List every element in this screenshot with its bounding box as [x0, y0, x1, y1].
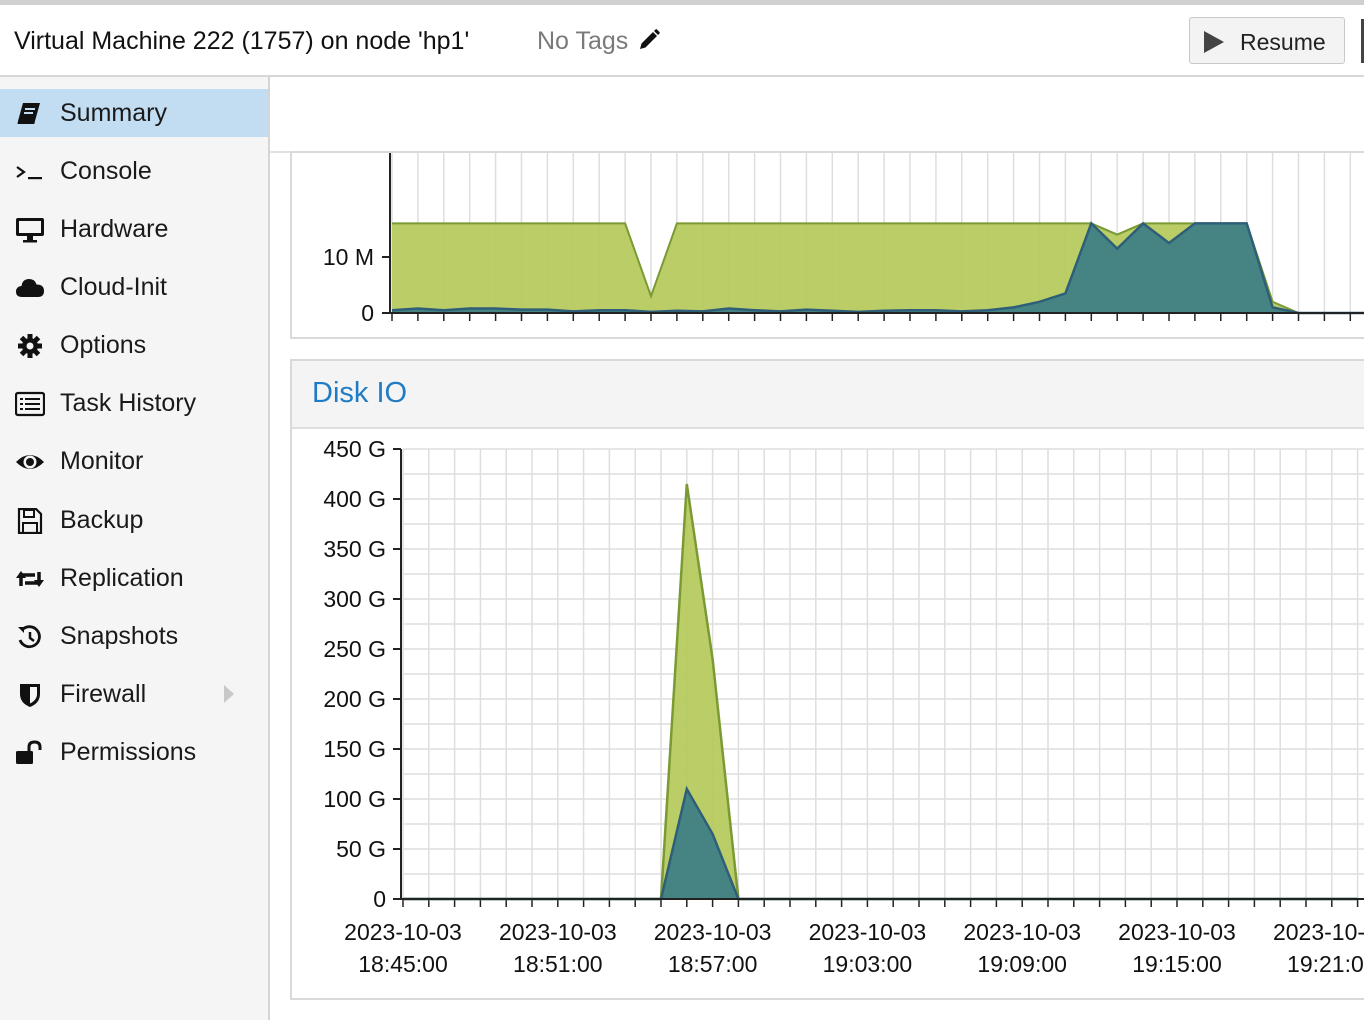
sidebar-item-label: Task History [60, 389, 197, 417]
history-icon [15, 624, 45, 650]
x-tick-label: 2023-10-03 [1273, 919, 1364, 945]
x-tick-label: 18:51:00 [513, 951, 603, 977]
disk-io-panel: Disk IO 2023-10-03 18:45:00 2023-10-03 18:5… [290, 359, 1364, 1000]
x-tick-label: 2023-10-03 [1110, 333, 1228, 337]
sidebar-item-hardware[interactable]: Hardware [0, 205, 268, 253]
shield-icon [15, 682, 45, 708]
sidebar-item-label: Monitor [60, 447, 144, 475]
sidebar: Summary Console Hardware Cloud-Init Opti… [0, 77, 270, 1020]
play-icon [1204, 31, 1224, 53]
y-tick-label: 0 [361, 300, 374, 326]
top-strip [0, 0, 1364, 5]
next-button-edge[interactable] [1361, 19, 1364, 63]
gear-icon [15, 333, 45, 359]
eye-icon [15, 449, 45, 475]
x-tick-label: 2023-10-03 [1118, 919, 1236, 945]
write-area [403, 789, 1358, 899]
retweet-icon [15, 566, 45, 592]
floppy-icon [15, 508, 45, 534]
main-content: 2023-10-03 18:45:00 2023-10-03 18:51:00 2023… [270, 77, 1364, 1020]
sidebar-item-firewall[interactable]: Firewall [0, 670, 268, 718]
x-tick-label: 2023-10-03 [799, 333, 917, 337]
sidebar-item-label: Hardware [60, 215, 169, 243]
read-line [403, 483, 1358, 901]
x-tick-label: 19:09:00 [977, 951, 1067, 977]
sidebar-item-label: Cloud-Init [60, 273, 167, 301]
tags-label: No Tags [537, 27, 629, 55]
sidebar-item-options[interactable]: Options [0, 321, 268, 369]
disk-io-title: Disk IO [312, 377, 408, 409]
sidebar-item-label: Backup [60, 506, 144, 534]
x-tick-label: 19:03:00 [823, 951, 913, 977]
y-tick-label: 150 G [323, 736, 386, 762]
x-tick-label: 2023-10-03 [499, 919, 617, 945]
tags-editor[interactable]: No Tags [537, 27, 661, 56]
network-traffic-panel: 2023-10-0318:45:002023-10-0318:51:002023… [290, 151, 1364, 339]
sidebar-item-replication[interactable]: Replication [0, 554, 268, 602]
sidebar-item-label: Summary [60, 99, 167, 127]
sidebar-item-monitor[interactable]: Monitor [0, 437, 268, 485]
sidebar-item-label: Options [60, 331, 147, 359]
x-tick-label: 2023-10-03 [654, 919, 772, 945]
vm-header: Virtual Machine 222 (1757) on node 'hp1'… [0, 5, 1364, 77]
network-traffic-chart: 2023-10-0318:45:002023-10-0318:51:002023… [323, 153, 1364, 337]
disk-io-panel-header: Disk IO [292, 361, 1364, 429]
unlock-icon [15, 740, 45, 766]
y-tick-label: 300 G [323, 586, 386, 612]
book-icon [15, 101, 45, 127]
read-area [403, 484, 1358, 899]
x-tick-label: 2023-10-03 [344, 919, 462, 945]
sidebar-item-task-history[interactable]: Task History [0, 379, 268, 427]
write-line [403, 785, 1358, 901]
write-line [391, 221, 1364, 315]
y-tick-label: 400 G [323, 486, 386, 512]
x-tick-label: 2023-10-03 [963, 919, 1081, 945]
summary-toolbar [270, 77, 1364, 153]
y-tick-label: 0 [373, 886, 386, 912]
sidebar-item-console[interactable]: Console [0, 147, 268, 195]
x-tick-label: 2023-10-03 [333, 333, 451, 337]
vm-title: Virtual Machine 222 (1757) on node 'hp1' [14, 27, 470, 55]
resume-button[interactable]: Resume [1189, 17, 1345, 64]
y-tick-label: 200 G [323, 686, 386, 712]
x-tick-label: 2023-10-03 [489, 333, 607, 337]
list-icon [15, 391, 45, 417]
sidebar-item-label: Firewall [60, 680, 147, 708]
terminal-icon [15, 159, 45, 185]
sidebar-item-backup[interactable]: Backup [0, 496, 268, 544]
sidebar-item-label: Permissions [60, 738, 197, 766]
sidebar-item-cloud-init[interactable]: Cloud-Init [0, 263, 268, 311]
monitor-icon [15, 217, 45, 243]
y-tick-label: 10 M [323, 244, 374, 270]
y-tick-label: 250 G [323, 636, 386, 662]
x-tick-label: 2023-10-03 [644, 333, 762, 337]
sidebar-item-summary[interactable]: Summary [0, 89, 268, 137]
disk-io-chart: 2023-10-03 18:45:00 2023-10-03 18:51:00 2023… [323, 436, 1364, 977]
cloud-icon [15, 275, 45, 301]
x-tick-label: 18:57:00 [668, 951, 758, 977]
pencil-icon[interactable] [637, 28, 661, 52]
resume-label: Resume [1240, 29, 1326, 55]
y-tick-label: 50 G [336, 836, 386, 862]
x-tick-label: 2023-10-03 [1266, 333, 1364, 337]
sidebar-item-label: Snapshots [60, 622, 179, 650]
x-tick-label: 19:15:00 [1132, 951, 1222, 977]
y-tick-label: 100 G [323, 786, 386, 812]
y-tick-label: 450 G [323, 436, 386, 462]
x-tick-label: 19:21:00 [1287, 951, 1364, 977]
y-tick-label: 350 G [323, 536, 386, 562]
sidebar-item-label: Console [60, 157, 152, 185]
x-tick-label: 2023-10-03 [809, 919, 927, 945]
sidebar-item-label: Replication [60, 564, 184, 592]
sidebar-item-snapshots[interactable]: Snapshots [0, 612, 268, 660]
x-tick-label: 2023-10-03 [955, 333, 1073, 337]
expand-arrow-icon[interactable] [223, 684, 235, 704]
sidebar-item-permissions[interactable]: Permissions [0, 728, 268, 776]
x-tick-label: 18:45:00 [358, 951, 448, 977]
